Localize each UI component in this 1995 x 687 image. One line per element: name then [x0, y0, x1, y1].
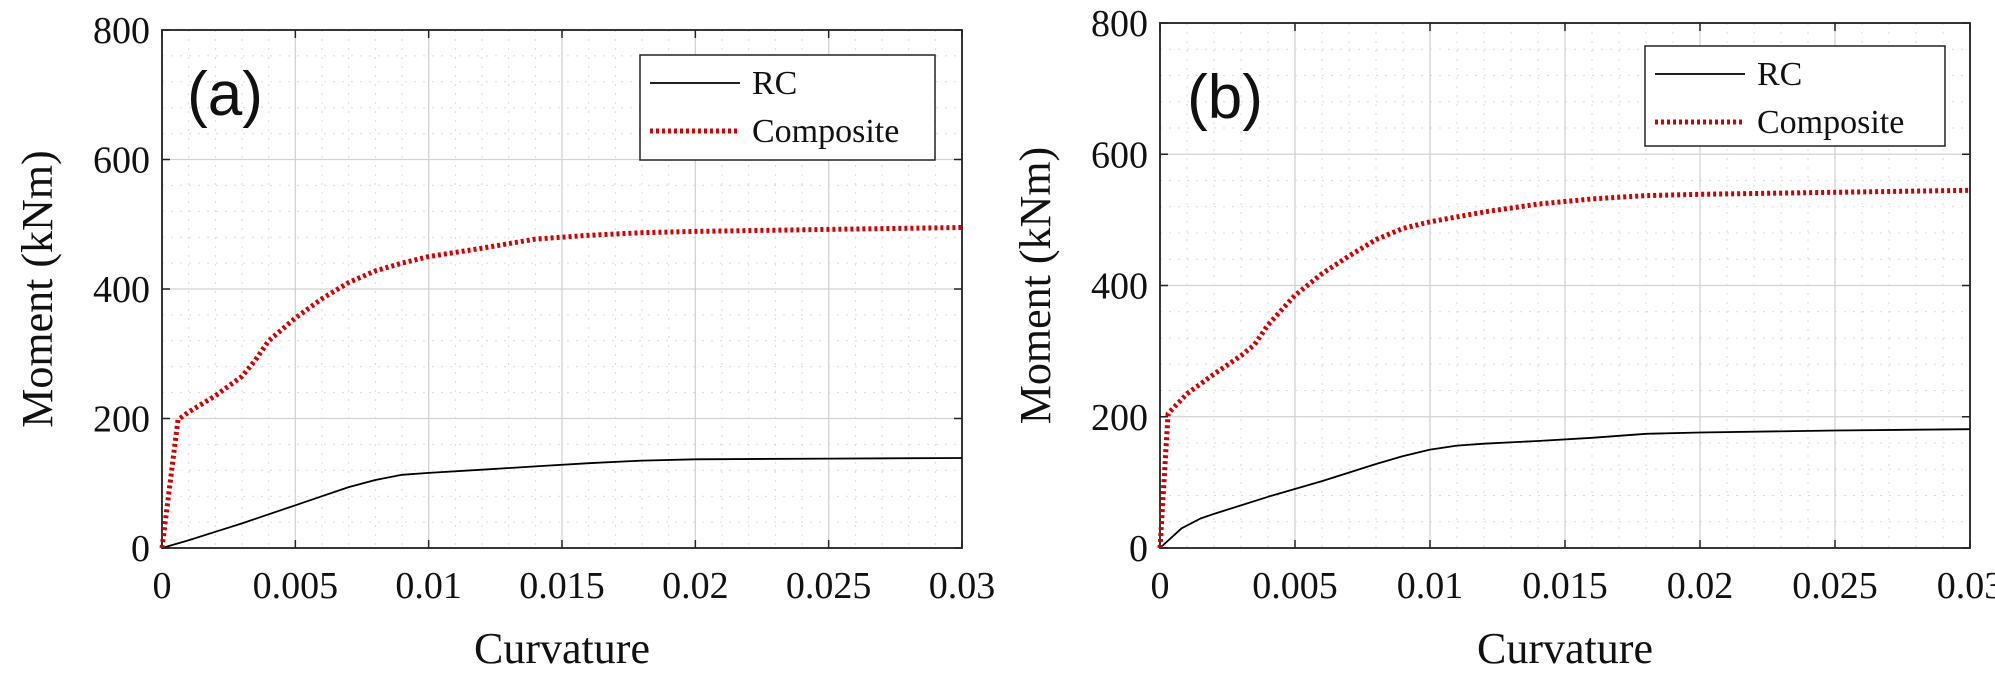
legend-label-rc: RC	[1757, 56, 1802, 93]
panel-label: (b)	[1187, 63, 1263, 132]
chart-panel-b: 0 0.005 0.01 0.015 0.02 0.025 0.03 0 200 400 600 80…	[1011, 3, 1995, 673]
x-tick-label: 0.025	[1792, 565, 1878, 607]
legend-label-composite: Composite	[752, 113, 899, 150]
series-line-composite	[1157, 187, 1971, 549]
legend-box	[1644, 45, 1946, 147]
y-tick-label: 400	[93, 269, 150, 311]
x-axis-label: Curvature	[474, 624, 650, 673]
y-axis-label: Moment (kNm)	[13, 150, 62, 427]
legend: RC Composite	[1644, 45, 1946, 147]
y-tick-label: 200	[1091, 397, 1148, 439]
series-line-rc	[1159, 428, 1971, 549]
legend-label-rc: RC	[752, 65, 797, 102]
y-tick-label: 0	[1129, 528, 1148, 570]
x-tick-label: 0	[153, 565, 172, 607]
x-tick-label: 0.025	[786, 565, 872, 607]
y-tick-label: 600	[1091, 134, 1148, 176]
y-tick-label: 800	[1091, 3, 1148, 45]
y-tick-label: 800	[93, 10, 150, 52]
x-tick-label: 0	[1151, 565, 1170, 607]
legend-label-composite: Composite	[1757, 104, 1904, 141]
axes-box	[1159, 22, 1971, 549]
x-tick-label: 0.02	[1667, 565, 1734, 607]
panel-label: (a)	[187, 60, 263, 129]
x-tick-label: 0.015	[1522, 565, 1608, 607]
legend-box	[639, 54, 936, 161]
x-axis-label: Curvature	[1477, 624, 1653, 673]
x-tick-label: 0.01	[1397, 565, 1464, 607]
y-axis-label: Moment (kNm)	[1011, 147, 1060, 424]
series-line-rc	[161, 457, 963, 549]
x-tick-label: 0.005	[253, 565, 339, 607]
x-tick-label: 0.03	[929, 565, 996, 607]
y-tick-label: 200	[93, 399, 150, 441]
x-tick-label: 0.02	[662, 565, 729, 607]
x-tick-label: 0.005	[1252, 565, 1338, 607]
y-tick-label: 600	[93, 140, 150, 182]
y-tick-label: 0	[131, 528, 150, 570]
x-tick-label: 0.03	[1937, 565, 1995, 607]
x-tick-label: 0.01	[395, 565, 462, 607]
x-tick-label: 0.015	[519, 565, 605, 607]
chart-panel-a: 0 0.005 0.01 0.015 0.02 0.025 0.03 0 200 400 600 80…	[13, 10, 995, 673]
legend: RC Composite	[639, 54, 936, 161]
axes-box	[161, 29, 963, 549]
y-tick-label: 400	[1091, 266, 1148, 308]
